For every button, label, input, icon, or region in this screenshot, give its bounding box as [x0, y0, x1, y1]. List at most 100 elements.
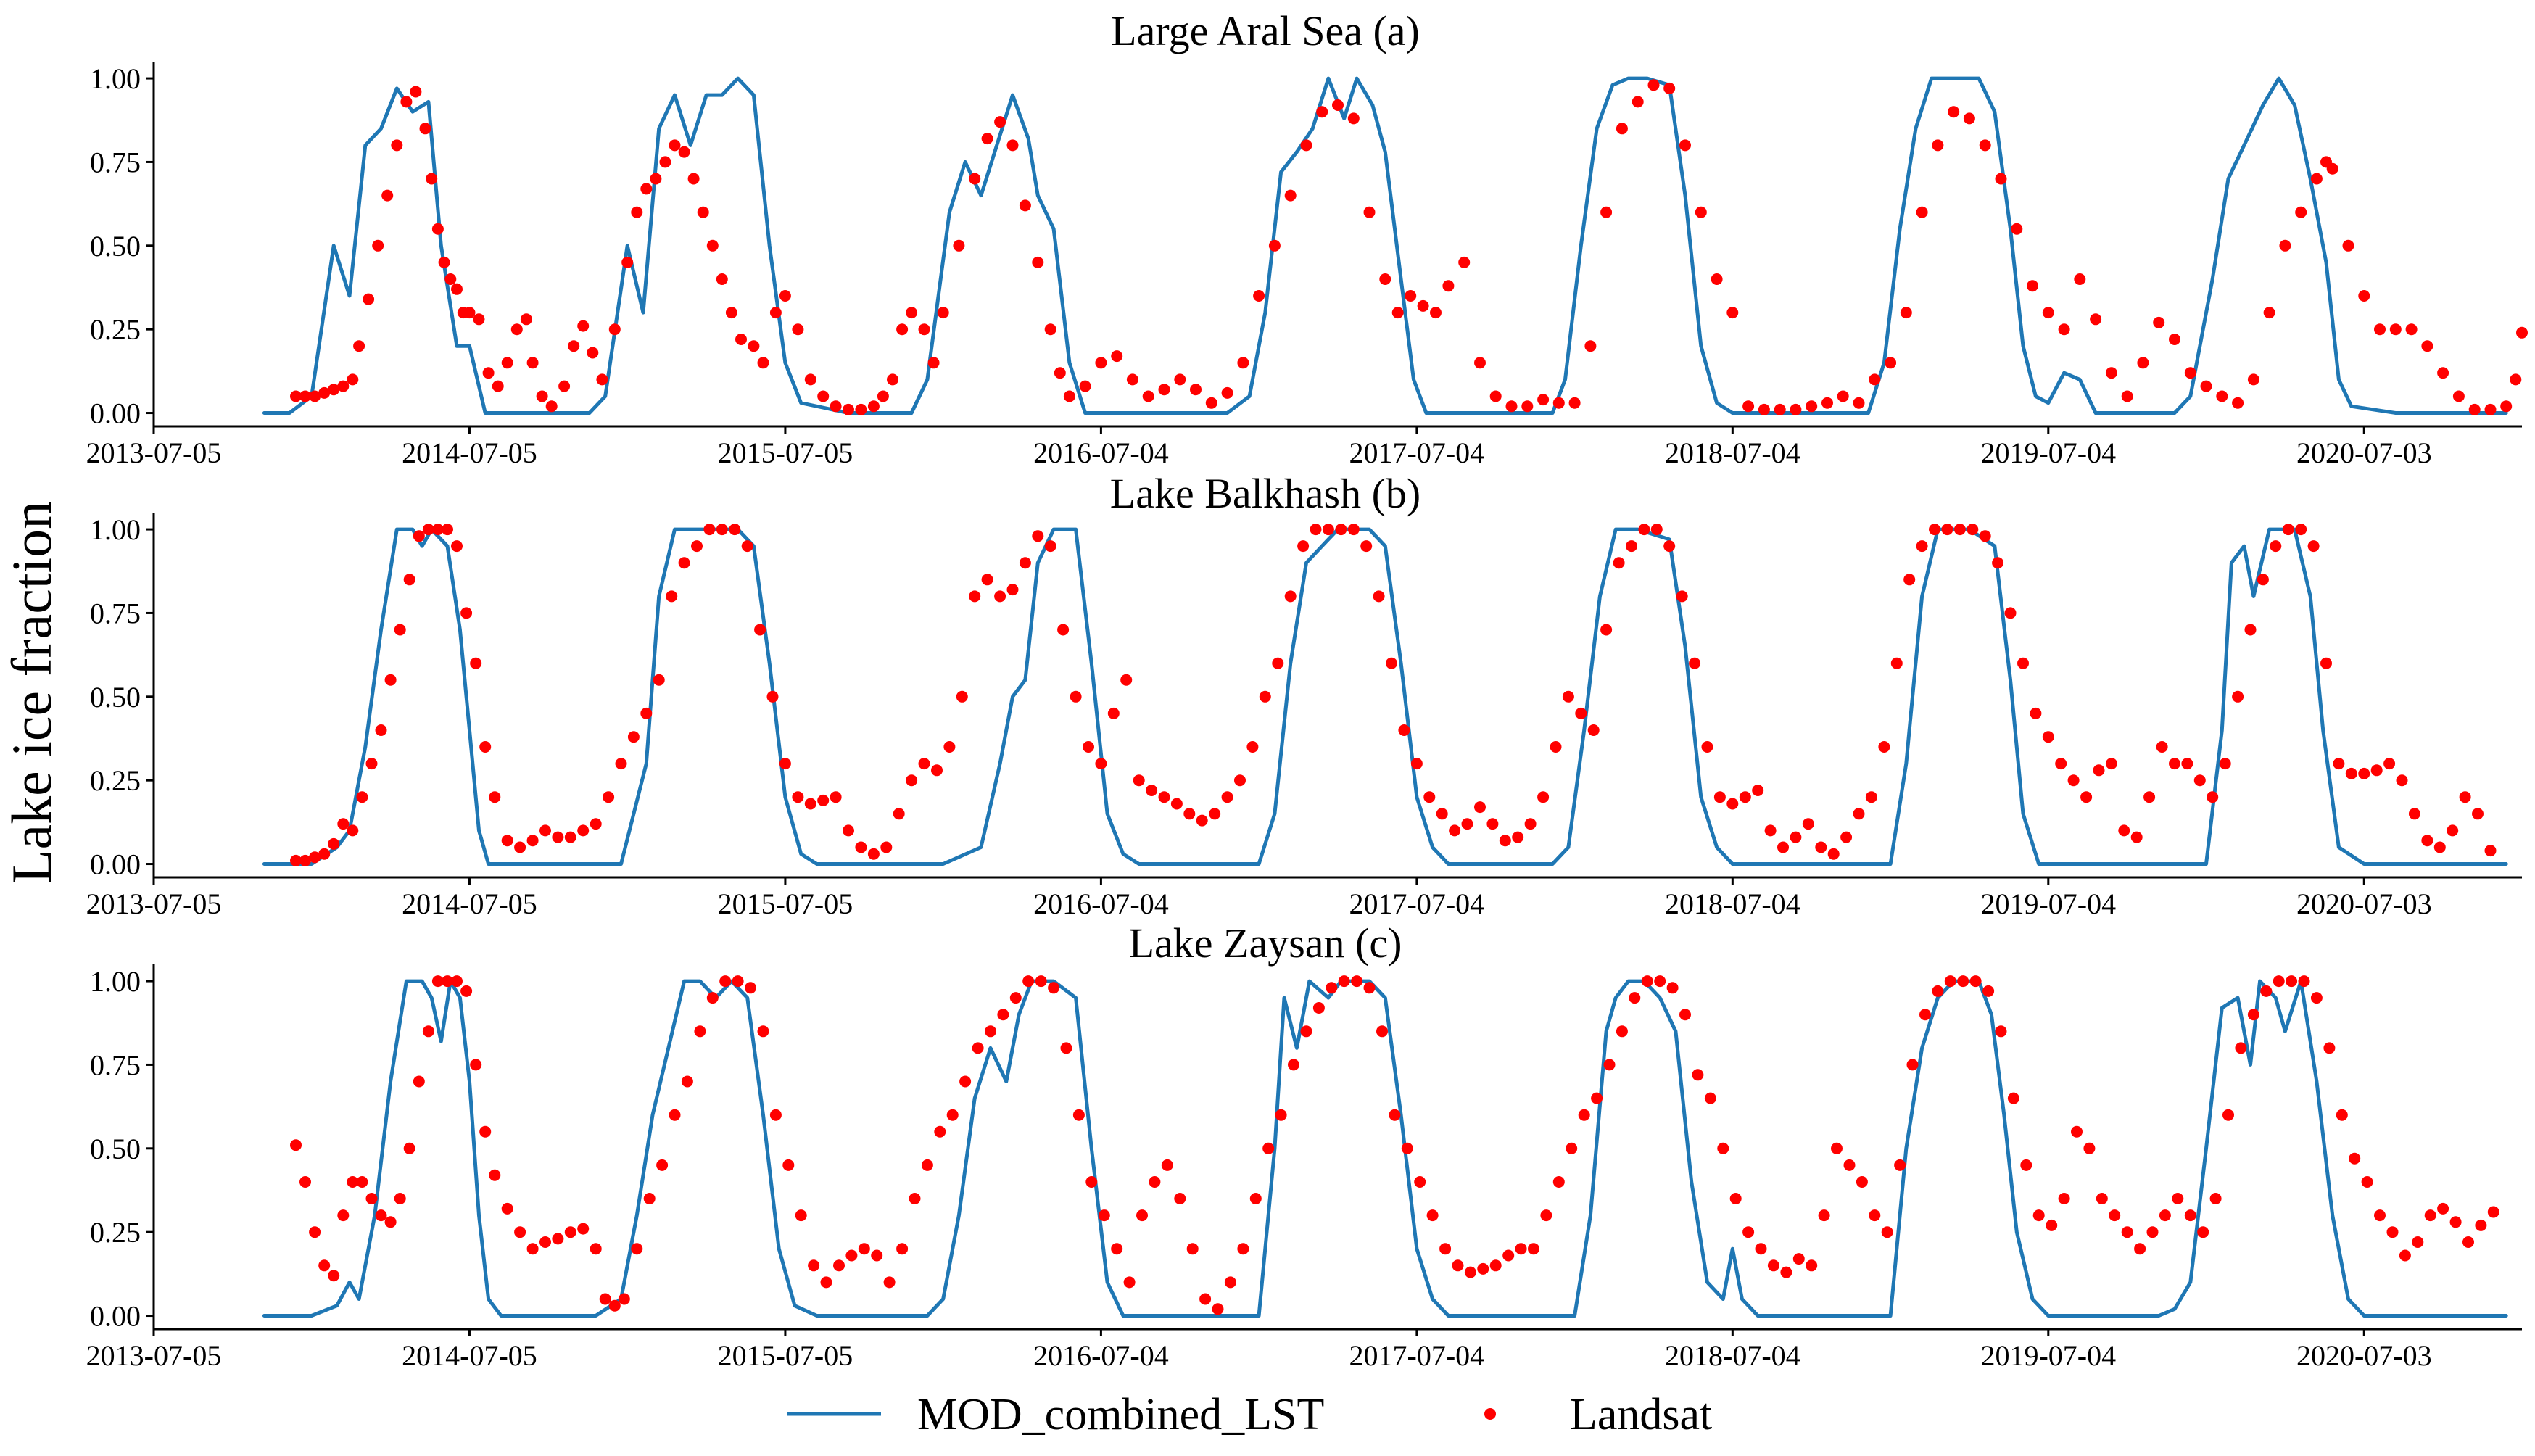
landsat-point: [1410, 758, 1423, 770]
landsat-point: [2232, 397, 2244, 409]
landsat-point: [631, 1243, 643, 1255]
landsat-point: [1044, 323, 1056, 336]
landsat-point: [640, 183, 653, 195]
landsat-point: [1502, 1249, 1515, 1262]
landsat-point: [1477, 1262, 1489, 1275]
landsat-point: [2452, 390, 2465, 402]
landsat-point: [1591, 1092, 1603, 1104]
landsat-point: [1821, 397, 1833, 409]
landsat-point: [328, 837, 340, 850]
landsat-point: [365, 758, 378, 770]
landsat-point: [1613, 557, 1625, 569]
landsat-point: [1272, 657, 1284, 669]
landsat-point: [1840, 831, 1853, 843]
landsat-point: [1600, 206, 1613, 218]
x-tick-label: 2018-07-04: [1665, 888, 1800, 920]
landsat-point: [2349, 1152, 2361, 1165]
landsat-point: [2207, 791, 2219, 803]
landsat-point: [318, 386, 331, 399]
landsat-point: [1932, 985, 1944, 997]
landsat-point: [1458, 256, 1471, 268]
landsat-point: [1414, 1176, 1426, 1188]
landsat-point: [618, 1293, 630, 1305]
landsat-point: [1790, 403, 1802, 415]
landsat-point: [539, 824, 551, 837]
landsat-point: [309, 390, 321, 402]
landsat-point: [419, 123, 431, 135]
landsat-point: [2484, 403, 2497, 415]
landsat-point: [687, 173, 700, 185]
landsat-point: [1701, 741, 1713, 753]
landsat-point: [1524, 818, 1537, 830]
landsat-point: [956, 690, 968, 703]
landsat-point: [650, 173, 662, 185]
x-tick-label: 2018-07-04: [1665, 1339, 1800, 1372]
landsat-point: [2421, 340, 2433, 352]
landsat-point: [1792, 1253, 1805, 1265]
landsat-point: [2153, 316, 2165, 328]
landsat-point: [769, 1109, 782, 1121]
landsat-point: [643, 1193, 656, 1204]
landsat-point: [893, 808, 905, 820]
landsat-point: [985, 1025, 996, 1038]
landsat-point: [2181, 758, 2193, 770]
landsat-point: [463, 307, 476, 319]
landsat-point: [1584, 340, 1597, 352]
landsat-point: [1234, 774, 1246, 787]
landsat-point: [2408, 808, 2420, 820]
landsat-point: [1906, 1059, 1919, 1071]
landsat-point: [2007, 1092, 2019, 1104]
landsat-point: [526, 1243, 539, 1255]
landsat-point: [460, 607, 473, 619]
landsat-point: [969, 590, 981, 603]
landsat-point: [981, 574, 993, 586]
landsat-point: [678, 146, 690, 158]
landsat-point: [514, 841, 526, 853]
y-tick-label: 0.25: [90, 764, 141, 797]
landsat-point: [1638, 524, 1650, 536]
landsat-point: [2282, 524, 2294, 536]
landsat-point: [678, 557, 690, 569]
landsat-point: [328, 1270, 340, 1282]
landsat-point: [2475, 1219, 2487, 1231]
landsat-point: [843, 403, 854, 415]
landsat-point: [394, 624, 406, 636]
landsat-point: [552, 1233, 564, 1245]
landsat-point: [2386, 1226, 2399, 1238]
landsat-point: [1806, 400, 1818, 413]
landsat-point: [2437, 367, 2449, 379]
x-tick-label: 2018-07-04: [1665, 437, 1800, 469]
landsat-point: [640, 707, 653, 719]
landsat-point: [1386, 657, 1397, 669]
landsat-point: [2121, 1226, 2133, 1238]
x-tick-label: 2017-07-04: [1349, 437, 1485, 469]
landsat-point: [653, 674, 665, 686]
landsat-point: [1379, 273, 1391, 285]
landsat-point: [2169, 758, 2180, 770]
landsat-point: [906, 307, 918, 319]
landsat-point: [514, 1226, 526, 1238]
landsat-point: [2055, 758, 2067, 770]
landsat-point: [309, 851, 321, 864]
landsat-point: [1692, 1069, 1704, 1081]
landsat-point: [1224, 1276, 1236, 1289]
landsat-point: [1405, 290, 1417, 302]
landsat-point: [2342, 239, 2354, 252]
landsat-point: [1992, 557, 2004, 569]
landsat-point: [1587, 724, 1600, 736]
x-tick-label: 2019-07-04: [1980, 1339, 2116, 1372]
series-line-mod-combined-lst: [262, 527, 2508, 866]
landsat-point: [2090, 313, 2102, 326]
landsat-point: [931, 764, 943, 777]
landsat-point: [994, 116, 1006, 128]
landsat-point: [442, 524, 453, 536]
landsat-point: [1552, 1176, 1565, 1188]
landsat-point: [716, 273, 728, 285]
landsat-point: [1663, 540, 1676, 553]
landsat-point: [716, 524, 728, 536]
landsat-point: [1827, 848, 1840, 860]
landsat-point: [1953, 524, 1966, 536]
landsat-point: [1505, 400, 1518, 413]
landsat-point: [2500, 400, 2513, 413]
landsat-point: [1948, 106, 1960, 118]
